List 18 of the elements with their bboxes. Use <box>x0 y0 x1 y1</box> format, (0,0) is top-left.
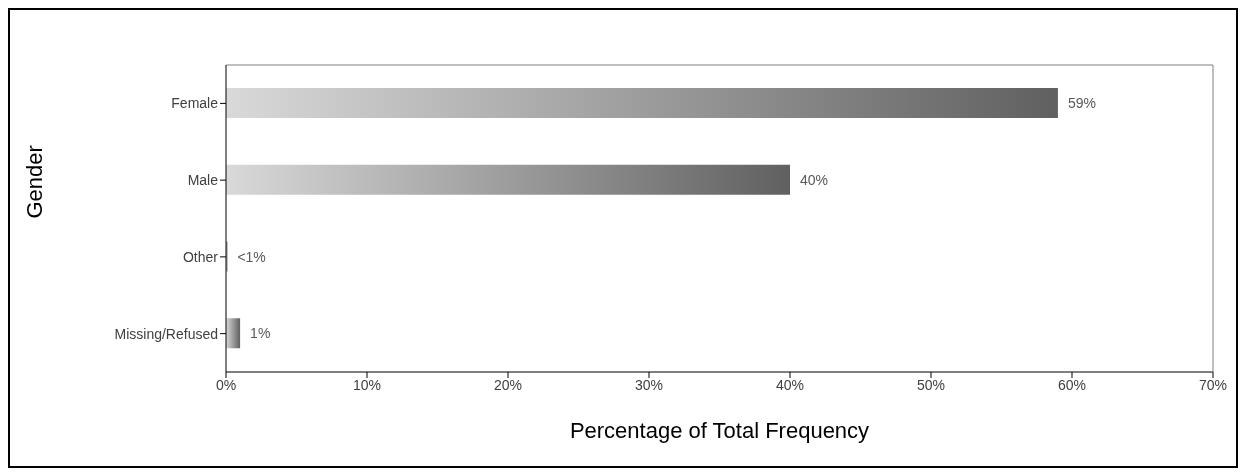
y-tick-label: Other <box>182 248 219 265</box>
y-axis-title: Gender <box>21 145 47 219</box>
x-tick-label: 20% <box>493 376 523 393</box>
x-tick-label: 30% <box>634 376 664 393</box>
x-tick-label: 40% <box>775 376 805 393</box>
x-tick-label: 0% <box>215 376 237 393</box>
data-label: 1% <box>250 325 271 342</box>
data-label: <1% <box>237 248 266 265</box>
data-label: 59% <box>1067 95 1096 111</box>
x-axis-title: Percentage of Total Frequency <box>569 418 870 443</box>
x-tick-label: 10% <box>352 376 382 393</box>
x-tick-label: 50% <box>916 376 946 393</box>
data-label: 40% <box>800 171 829 188</box>
y-tick-label: Female <box>171 95 219 112</box>
y-tick-label: Missing/Refused <box>114 325 218 342</box>
y-tick-label: Male <box>187 172 219 189</box>
x-tick-label: 60% <box>1057 376 1087 393</box>
x-tick-label: 70% <box>1198 376 1228 393</box>
